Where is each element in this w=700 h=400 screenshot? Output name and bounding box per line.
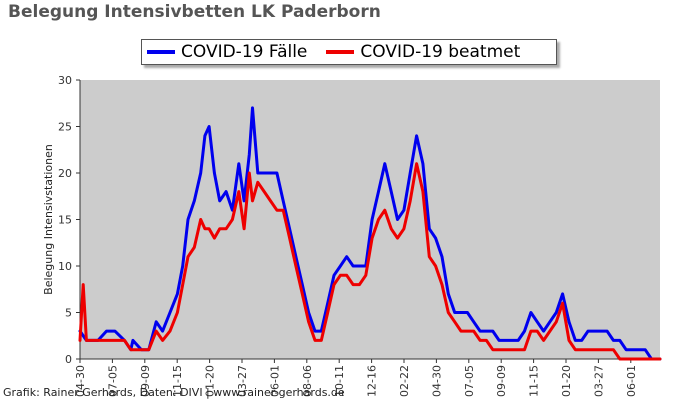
series-line-2 [78, 162, 662, 361]
legend: COVID-19 Fälle COVID-19 beatmet [141, 39, 557, 65]
legend-label-faelle: COVID-19 Fälle [181, 42, 308, 62]
x-tick-label-9: 12-16 [366, 365, 379, 397]
x-tick-label-8: 10-11 [333, 365, 346, 397]
y-tick-label-25: 25 [58, 121, 72, 134]
legend-label-beatmet: COVID-19 beatmet [360, 42, 521, 62]
x-tick-label-17: 06-01 [625, 365, 638, 397]
y-axis-label: Belegung Intensivstationen [42, 144, 55, 295]
x-tick-label-3: 11-15 [171, 365, 184, 397]
x-tick-label-7: 08-06 [301, 365, 314, 397]
y-tick-label-20: 20 [58, 167, 72, 180]
x-tick-label-15: 01-20 [560, 365, 573, 397]
y-tick-label-30: 30 [58, 74, 72, 87]
x-tick-label-2: 09-09 [139, 365, 152, 397]
y-tick-label-5: 5 [65, 307, 72, 320]
legend-swatch-beatmet [326, 50, 355, 54]
chart-title: Belegung Intensivbetten LK Paderborn [8, 2, 381, 22]
x-tick-label-12: 07-05 [463, 365, 476, 397]
y-tick-label-10: 10 [58, 260, 72, 273]
x-tick-label-11: 04-30 [430, 365, 443, 397]
x-tick-label-1: 07-05 [106, 365, 119, 397]
x-tick-label-0: 04-30 [74, 365, 87, 397]
x-tick-label-13: 09-09 [495, 365, 508, 397]
y-tick-label-15: 15 [58, 214, 72, 227]
x-tick-label-4: 01-20 [204, 365, 217, 397]
x-tick-label-14: 11-15 [528, 365, 541, 397]
legend-item-beatmet: COVID-19 beatmet [326, 42, 520, 62]
x-tick-label-6: 06-01 [268, 365, 281, 397]
x-tick-label-10: 02-22 [398, 365, 411, 397]
legend-swatch-faelle [147, 50, 175, 54]
x-tick-label-16: 03-27 [592, 365, 605, 397]
footer-credit: Grafik: Rainer Gerhards, Daten: DIVI | w… [3, 386, 345, 399]
y-tick-label-0: 0 [65, 353, 72, 366]
legend-item-faelle: COVID-19 Fälle [147, 42, 307, 62]
series-line-1 [78, 106, 662, 361]
x-tick-label-5: 03-27 [236, 365, 249, 397]
